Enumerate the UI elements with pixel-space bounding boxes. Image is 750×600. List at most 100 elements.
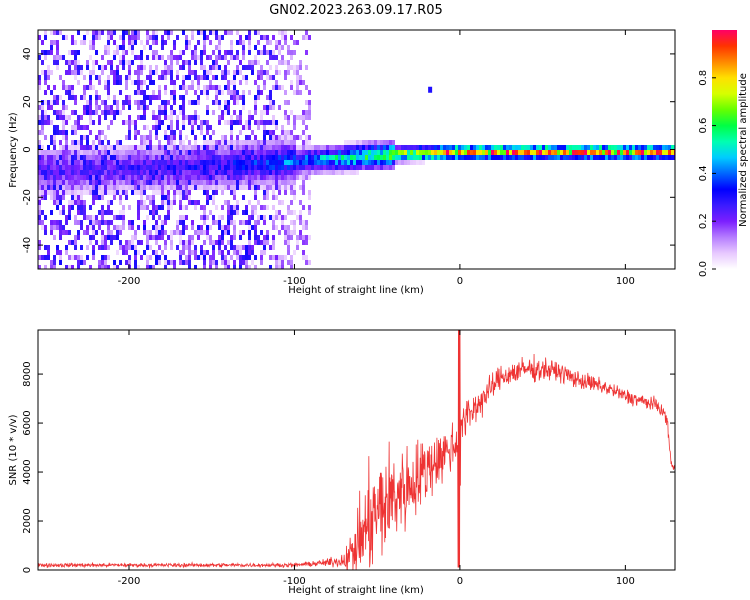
- heatmap-cell: [131, 155, 134, 160]
- colorbar-ticks: 0.00.20.40.60.8: [698, 70, 716, 277]
- heatmap-cell: [164, 155, 167, 160]
- heatmap-cell: [182, 140, 185, 145]
- heatmap-cell: [254, 265, 257, 269]
- heatmap-cell: [188, 65, 191, 70]
- heatmap-cell: [224, 120, 227, 125]
- heatmap-cell: [287, 60, 290, 65]
- heatmap-cell: [218, 225, 221, 230]
- heatmap-cell: [308, 135, 311, 140]
- heatmap-cell: [272, 100, 275, 105]
- heatmap-cell: [122, 40, 125, 45]
- heatmap-cell: [371, 145, 374, 150]
- heatmap-cell: [212, 50, 215, 55]
- heatmap-cell: [65, 155, 68, 160]
- heatmap-cell: [236, 40, 239, 45]
- heatmap-cell: [182, 250, 185, 255]
- heatmap-cell: [104, 265, 107, 269]
- heatmap-cell: [308, 190, 311, 195]
- heatmap-cell: [179, 175, 182, 180]
- heatmap-cell: [56, 150, 59, 155]
- heatmap-cell: [212, 155, 215, 160]
- heatmap-cell: [110, 105, 113, 110]
- heatmap-cell: [239, 250, 242, 255]
- heatmap-cell: [158, 245, 161, 250]
- heatmap-cell: [296, 115, 299, 120]
- heatmap-cell: [242, 255, 245, 260]
- heatmap-cell: [590, 150, 593, 155]
- heatmap-cell: [404, 155, 407, 160]
- heatmap-cell: [119, 215, 122, 220]
- heatmap-cell: [59, 235, 62, 240]
- heatmap-cell: [191, 200, 194, 205]
- heatmap-cell: [146, 205, 149, 210]
- heatmap-cell: [119, 210, 122, 215]
- heatmap-cell: [284, 75, 287, 80]
- heatmap-cell: [305, 160, 308, 165]
- heatmap-cell: [302, 250, 305, 255]
- heatmap-cell: [299, 220, 302, 225]
- heatmap-cell: [182, 30, 185, 35]
- heatmap-cell: [161, 105, 164, 110]
- heatmap-cell: [140, 155, 143, 160]
- heatmap-cell: [149, 70, 152, 75]
- heatmap-cell: [254, 230, 257, 235]
- heatmap-cell: [203, 215, 206, 220]
- heatmap-cell: [200, 145, 203, 150]
- heatmap-cell: [194, 265, 197, 269]
- heatmap-cell: [206, 195, 209, 200]
- heatmap-cell: [287, 245, 290, 250]
- heatmap-cell: [146, 55, 149, 60]
- heatmap-cell: [71, 185, 74, 190]
- heatmap-cell: [113, 165, 116, 170]
- heatmap-cell: [107, 45, 110, 50]
- heatmap-cell: [95, 180, 98, 185]
- heatmap-cell: [107, 220, 110, 225]
- heatmap-cell: [239, 260, 242, 265]
- heatmap-cell: [65, 180, 68, 185]
- heatmap-cell: [368, 150, 371, 155]
- heatmap-cell: [116, 160, 119, 165]
- heatmap-cell: [197, 255, 200, 260]
- heatmap-cell: [128, 60, 131, 65]
- heatmap-cell: [167, 205, 170, 210]
- heatmap-cell: [179, 145, 182, 150]
- heatmap-cell: [221, 155, 224, 160]
- heatmap-cell: [209, 260, 212, 265]
- heatmap-cell: [254, 160, 257, 165]
- heatmap-cell: [98, 115, 101, 120]
- heatmap-cell: [134, 260, 137, 265]
- heatmap-cell: [521, 145, 524, 150]
- heatmap-cell: [287, 175, 290, 180]
- heatmap-cell: [647, 155, 650, 160]
- heatmap-cell: [245, 255, 248, 260]
- heatmap-cell: [251, 180, 254, 185]
- heatmap-cell: [242, 175, 245, 180]
- heatmap-cell: [152, 170, 155, 175]
- heatmap-cell: [116, 215, 119, 220]
- heatmap-cell: [71, 95, 74, 100]
- heatmap-cell: [131, 145, 134, 150]
- heatmap-cell: [56, 170, 59, 175]
- heatmap-cell: [137, 200, 140, 205]
- heatmap-cell: [101, 255, 104, 260]
- heatmap-cell: [164, 100, 167, 105]
- heatmap-cell: [194, 205, 197, 210]
- heatmap-cell: [203, 165, 206, 170]
- heatmap-cell: [182, 110, 185, 115]
- heatmap-cell: [104, 80, 107, 85]
- heatmap-cell: [260, 240, 263, 245]
- heatmap-cell: [113, 260, 116, 265]
- heatmap-cell: [191, 180, 194, 185]
- heatmap-cell: [71, 35, 74, 40]
- heatmap-cell: [119, 155, 122, 160]
- heatmap-cell: [188, 165, 191, 170]
- heatmap-cell: [212, 215, 215, 220]
- heatmap-cell: [269, 55, 272, 60]
- heatmap-cell: [251, 245, 254, 250]
- heatmap-cell: [212, 160, 215, 165]
- heatmap-cell: [338, 160, 341, 165]
- heatmap-cell: [320, 160, 323, 165]
- heatmap-cell: [440, 145, 443, 150]
- heatmap-cell: [584, 150, 587, 155]
- heatmap-cell: [149, 200, 152, 205]
